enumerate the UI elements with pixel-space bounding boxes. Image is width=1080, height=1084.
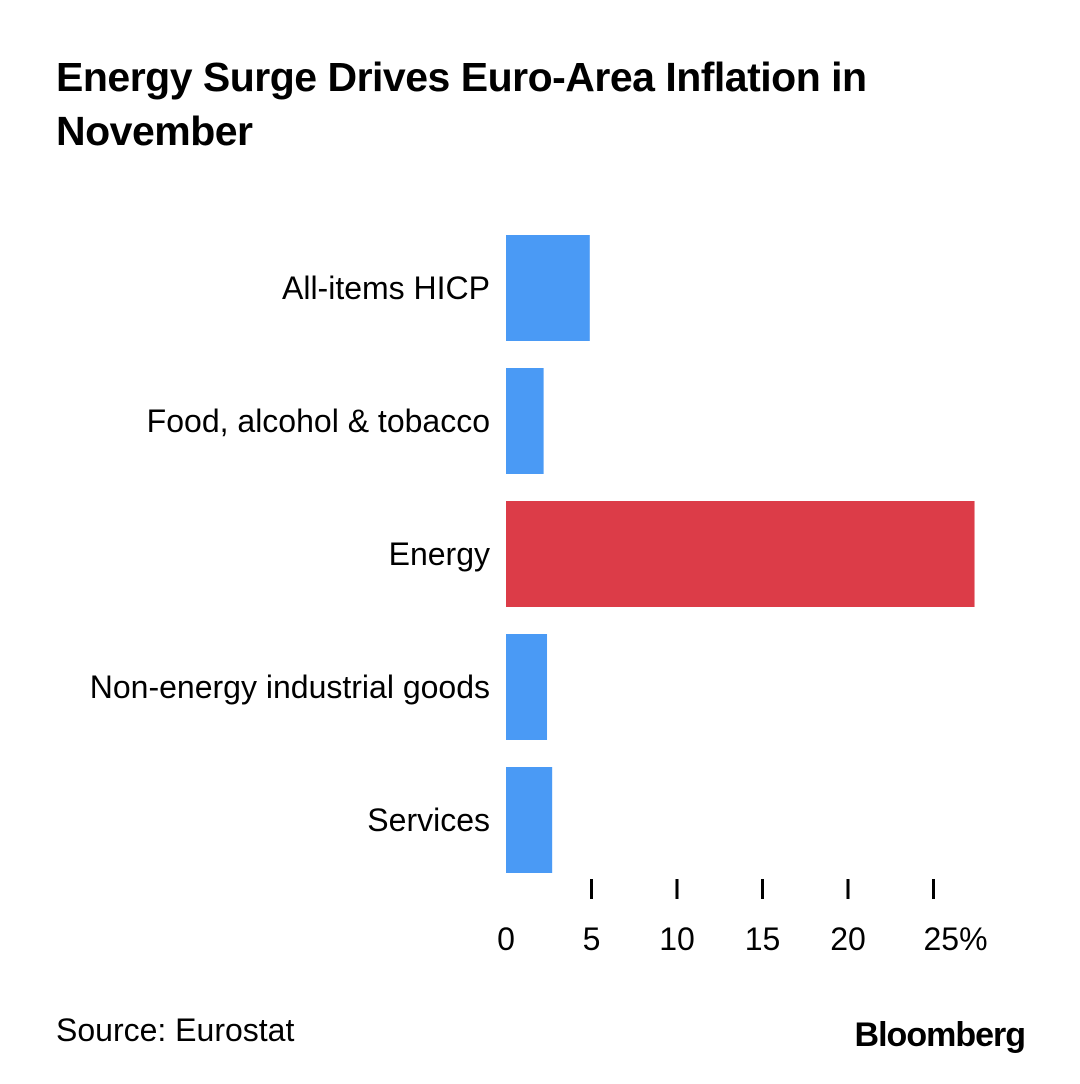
category-label: Non-energy industrial goods bbox=[90, 669, 490, 705]
x-axis-tick-labels: 0 5 10 15 20 25% bbox=[497, 921, 987, 957]
bar-group bbox=[506, 235, 975, 873]
bar-services bbox=[506, 767, 553, 873]
source-note: Source: Eurostat bbox=[56, 1012, 295, 1048]
x-tick-label: 20 bbox=[830, 921, 866, 957]
x-tick-label: 0 bbox=[497, 921, 515, 957]
bar-food-alcohol-tobacco bbox=[506, 368, 544, 474]
category-label: All-items HICP bbox=[282, 270, 490, 306]
category-label: Food, alcohol & tobacco bbox=[147, 403, 490, 439]
category-label: Energy bbox=[389, 536, 490, 572]
bar-all-items-hicp bbox=[506, 235, 590, 341]
x-tick-label: 10 bbox=[659, 921, 695, 957]
x-tick-label: 15 bbox=[745, 921, 781, 957]
x-axis-ticks bbox=[590, 879, 935, 899]
bar-chart: All-items HICP Food, alcohol & tobacco Ene… bbox=[90, 235, 988, 957]
bar-energy bbox=[506, 501, 975, 607]
category-label: Services bbox=[367, 802, 490, 838]
x-tick-label: 5 bbox=[583, 921, 601, 957]
bar-non-energy-industrial-goods bbox=[506, 634, 548, 740]
chart-title: Energy Surge Drives Euro-Area Inflation … bbox=[56, 54, 867, 154]
category-labels: All-items HICP Food, alcohol & tobacco Ene… bbox=[90, 270, 490, 838]
x-tick-label: 25% bbox=[924, 921, 988, 957]
bloomberg-logo: Bloomberg bbox=[854, 1016, 1026, 1054]
